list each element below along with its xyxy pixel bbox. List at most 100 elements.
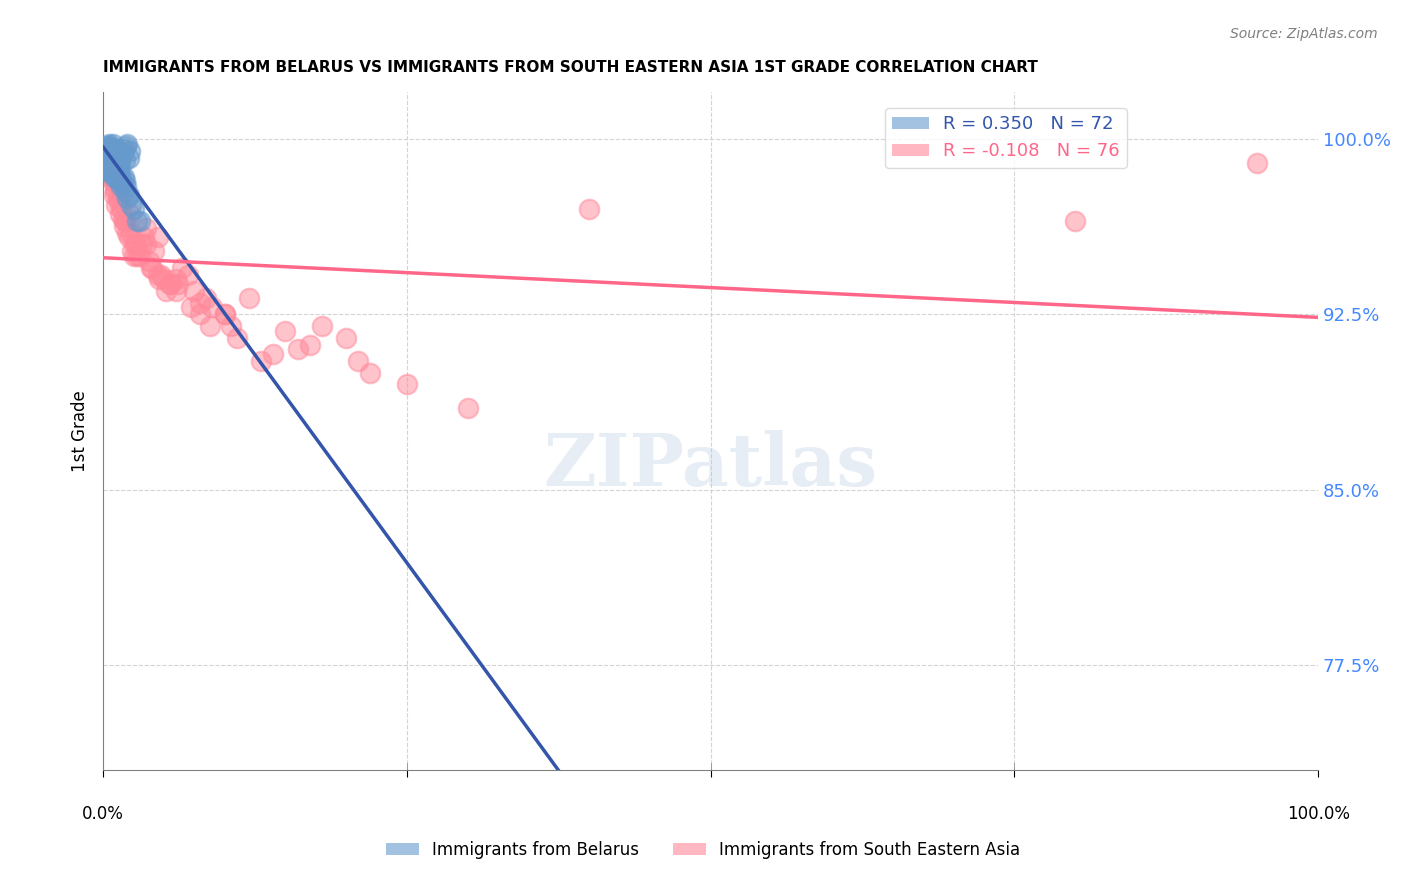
Immigrants from South Eastern Asia <box>457 401 479 415</box>
Immigrants from Belarus <box>97 162 120 177</box>
Immigrants from Belarus <box>107 153 129 168</box>
Immigrants from Belarus <box>100 148 122 162</box>
Immigrants from Belarus <box>128 214 150 228</box>
Immigrants from South Eastern Asia <box>114 214 136 228</box>
Immigrants from Belarus <box>97 144 120 158</box>
Immigrants from Belarus <box>108 174 131 188</box>
Immigrants from South Eastern Asia <box>111 211 134 226</box>
Immigrants from Belarus <box>122 202 145 217</box>
Immigrants from Belarus <box>107 172 129 186</box>
Immigrants from South Eastern Asia <box>108 195 131 210</box>
Immigrants from South Eastern Asia <box>105 197 128 211</box>
Immigrants from South Eastern Asia <box>108 207 131 221</box>
Immigrants from South Eastern Asia <box>238 291 260 305</box>
Immigrants from South Eastern Asia <box>141 260 163 275</box>
Immigrants from South Eastern Asia <box>143 244 166 259</box>
Immigrants from Belarus <box>110 148 132 162</box>
Immigrants from Belarus <box>101 136 124 151</box>
Immigrants from Belarus <box>104 153 127 168</box>
Immigrants from South Eastern Asia <box>298 337 321 351</box>
Immigrants from South Eastern Asia <box>1246 155 1268 169</box>
Immigrants from South Eastern Asia <box>148 272 170 286</box>
Text: 100.0%: 100.0% <box>1286 805 1350 823</box>
Immigrants from Belarus <box>98 153 121 168</box>
Immigrants from Belarus <box>111 146 134 161</box>
Immigrants from Belarus <box>100 165 122 179</box>
Immigrants from Belarus <box>110 172 132 186</box>
Immigrants from South Eastern Asia <box>122 249 145 263</box>
Immigrants from South Eastern Asia <box>153 272 176 286</box>
Immigrants from Belarus <box>101 162 124 177</box>
Immigrants from South Eastern Asia <box>120 226 142 240</box>
Immigrants from South Eastern Asia <box>180 301 202 315</box>
Immigrants from Belarus <box>98 139 121 153</box>
Immigrants from South Eastern Asia <box>100 172 122 186</box>
Immigrants from South Eastern Asia <box>118 207 141 221</box>
Immigrants from South Eastern Asia <box>177 268 200 282</box>
Immigrants from Belarus <box>108 155 131 169</box>
Immigrants from Belarus <box>98 165 121 179</box>
Immigrants from Belarus <box>97 146 120 161</box>
Immigrants from Belarus <box>118 144 141 158</box>
Immigrants from Belarus <box>98 158 121 172</box>
Immigrants from Belarus <box>96 139 118 153</box>
Immigrants from South Eastern Asia <box>114 214 136 228</box>
Immigrants from South Eastern Asia <box>128 249 150 263</box>
Immigrants from South Eastern Asia <box>159 277 181 291</box>
Immigrants from South Eastern Asia <box>214 307 236 321</box>
Immigrants from South Eastern Asia <box>578 202 600 217</box>
Immigrants from South Eastern Asia <box>139 260 162 275</box>
Y-axis label: 1st Grade: 1st Grade <box>72 391 89 472</box>
Immigrants from South Eastern Asia <box>117 226 139 240</box>
Immigrants from Belarus <box>127 214 149 228</box>
Immigrants from South Eastern Asia <box>287 343 309 357</box>
Immigrants from Belarus <box>97 141 120 155</box>
Immigrants from South Eastern Asia <box>250 354 273 368</box>
Immigrants from South Eastern Asia <box>104 181 127 195</box>
Immigrants from South Eastern Asia <box>165 272 187 286</box>
Immigrants from South Eastern Asia <box>101 165 124 179</box>
Immigrants from South Eastern Asia <box>97 155 120 169</box>
Immigrants from South Eastern Asia <box>359 366 381 380</box>
Text: Source: ZipAtlas.com: Source: ZipAtlas.com <box>1230 27 1378 41</box>
Immigrants from South Eastern Asia <box>172 260 194 275</box>
Immigrants from Belarus <box>103 155 125 169</box>
Immigrants from Belarus <box>100 160 122 174</box>
Immigrants from Belarus <box>100 148 122 162</box>
Immigrants from South Eastern Asia <box>155 284 177 298</box>
Immigrants from Belarus <box>108 165 131 179</box>
Immigrants from South Eastern Asia <box>100 160 122 174</box>
Immigrants from South Eastern Asia <box>125 237 148 252</box>
Immigrants from South Eastern Asia <box>159 277 181 291</box>
Immigrants from South Eastern Asia <box>335 331 357 345</box>
Immigrants from Belarus <box>120 197 142 211</box>
Immigrants from Belarus <box>114 174 136 188</box>
Immigrants from Belarus <box>108 158 131 172</box>
Immigrants from Belarus <box>115 178 138 193</box>
Immigrants from South Eastern Asia <box>98 167 121 181</box>
Immigrants from Belarus <box>98 155 121 169</box>
Immigrants from South Eastern Asia <box>198 319 221 334</box>
Immigrants from Belarus <box>108 160 131 174</box>
Immigrants from South Eastern Asia <box>195 291 218 305</box>
Immigrants from South Eastern Asia <box>138 253 160 268</box>
Immigrants from Belarus <box>100 151 122 165</box>
Immigrants from Belarus <box>103 144 125 158</box>
Immigrants from South Eastern Asia <box>183 284 205 298</box>
Immigrants from South Eastern Asia <box>347 354 370 368</box>
Immigrants from South Eastern Asia <box>146 268 169 282</box>
Immigrants from South Eastern Asia <box>104 184 127 198</box>
Immigrants from Belarus <box>114 153 136 168</box>
Immigrants from Belarus <box>100 153 122 168</box>
Immigrants from Belarus <box>97 141 120 155</box>
Immigrants from South Eastern Asia <box>188 307 211 321</box>
Immigrants from South Eastern Asia <box>135 237 157 252</box>
Immigrants from Belarus <box>104 141 127 155</box>
Immigrants from South Eastern Asia <box>112 219 135 233</box>
Immigrants from South Eastern Asia <box>110 202 132 217</box>
Immigrants from Belarus <box>111 177 134 191</box>
Immigrants from South Eastern Asia <box>225 331 247 345</box>
Immigrants from South Eastern Asia <box>107 178 129 193</box>
Text: 0.0%: 0.0% <box>82 805 124 823</box>
Immigrants from Belarus <box>104 162 127 177</box>
